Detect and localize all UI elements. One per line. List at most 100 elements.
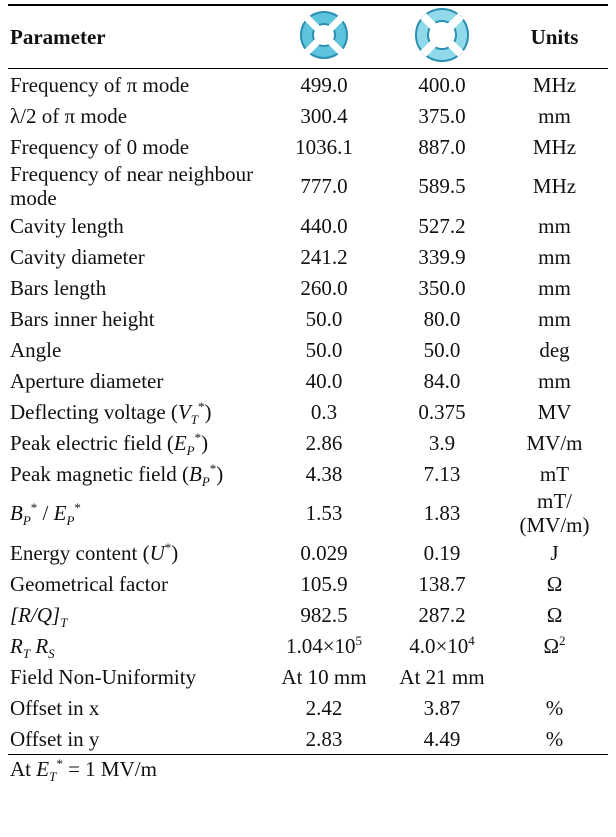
icon-cell <box>265 5 383 69</box>
text-run: ) <box>216 462 223 486</box>
text-run: At 10 mm <box>281 665 366 689</box>
text-run: 1.53 <box>306 501 343 525</box>
table-cell: Ω <box>501 568 608 599</box>
table-cell: 7.13 <box>383 458 501 489</box>
text-run: E <box>54 501 67 525</box>
text-run: 50.0 <box>306 307 343 331</box>
text-run: = 1 MV/m <box>63 757 157 781</box>
table-cell: BP* / EP* <box>8 489 265 537</box>
text-run: 4.0×10 <box>409 634 468 658</box>
table-cell: 50.0 <box>265 303 383 334</box>
table-cell: Deflecting voltage (VT*) <box>8 396 265 427</box>
text-run: 0.375 <box>418 400 465 424</box>
table-cell: λ/2 of π mode <box>8 100 265 131</box>
text-run: E <box>174 431 187 455</box>
text-run: 527.2 <box>418 214 465 238</box>
table-cell: mm <box>501 241 608 272</box>
parameter-table: Parameter Units Frequency of π mode 499.0… <box>8 4 608 755</box>
text-run: P <box>202 474 210 489</box>
text-run: 777.0 <box>300 174 347 198</box>
text-run: Ω <box>547 603 563 627</box>
table-cell: Offset in y <box>8 723 265 755</box>
text-run: 0.19 <box>424 541 461 565</box>
text-run: R <box>35 634 48 658</box>
text-run: B <box>10 501 23 525</box>
table-cell: 0.375 <box>383 396 501 427</box>
text-run: U <box>150 541 165 565</box>
table-cell: 4.38 <box>265 458 383 489</box>
table-cell: Frequency of π mode <box>8 69 265 101</box>
table-cell: MHz <box>501 131 608 162</box>
table-cell: Cavity length <box>8 210 265 241</box>
text-run: Cavity diameter <box>10 245 145 269</box>
table-cell: J <box>501 537 608 568</box>
text-run: P <box>187 443 195 458</box>
text-run: Bars inner height <box>10 307 155 331</box>
cavity-icon <box>299 10 349 60</box>
text-run: 40.0 <box>306 369 343 393</box>
table-row: Angle50.050.0deg <box>8 334 608 365</box>
table-cell: mT <box>501 458 608 489</box>
table-cell: 1.53 <box>265 489 383 537</box>
text-run: 2.42 <box>306 696 343 720</box>
text-run: 982.5 <box>300 603 347 627</box>
text-run: ) <box>201 431 208 455</box>
text-run: 7.13 <box>424 462 461 486</box>
table-row: Energy content (U*)0.029 0.19 J <box>8 537 608 568</box>
table-cell: 887.0 <box>383 131 501 162</box>
header-cell: Units <box>501 5 608 69</box>
table-cell <box>501 661 608 692</box>
text-run: 499.0 <box>300 73 347 97</box>
text-run: Peak electric field ( <box>10 431 174 455</box>
table-row: Peak magnetic field (BP*)4.38 7.13 mT <box>8 458 608 489</box>
text-run: 5 <box>356 633 363 648</box>
text-run: At 21 mm <box>399 665 484 689</box>
table-cell: Peak magnetic field (BP*) <box>8 458 265 489</box>
text-run: 3.9 <box>429 431 455 455</box>
text-run: Frequency of 0 mode <box>10 135 189 159</box>
text-run: 1.83 <box>424 501 461 525</box>
text-run: mm <box>538 307 571 331</box>
table-cell: 339.9 <box>383 241 501 272</box>
table-cell: % <box>501 723 608 755</box>
text-run: Cavity length <box>10 214 124 238</box>
table-cell: 287.2 <box>383 599 501 630</box>
text-run: 138.7 <box>418 572 465 596</box>
table-cell: Peak electric field (EP*) <box>8 427 265 458</box>
table-cell: 105.9 <box>265 568 383 599</box>
text-run: Deflecting voltage ( <box>10 400 178 424</box>
text-run: 260.0 <box>300 276 347 300</box>
table-cell: mm <box>501 365 608 396</box>
table-cell: Offset in x <box>8 692 265 723</box>
table-cell: Ω2 <box>501 630 608 661</box>
text-run: Aperture diameter <box>10 369 163 393</box>
text-run: mm <box>538 104 571 128</box>
table-cell: 527.2 <box>383 210 501 241</box>
header-row: Parameter Units <box>8 5 608 69</box>
text-run: 339.9 <box>418 245 465 269</box>
text-run: T <box>23 646 30 661</box>
table-cell: Aperture diameter <box>8 365 265 396</box>
text-run: 440.0 <box>300 214 347 238</box>
text-run: 80.0 <box>424 307 461 331</box>
table-row: Bars inner height 50.0 80.0 mm <box>8 303 608 334</box>
table-cell: 300.4 <box>265 100 383 131</box>
table-cell: 0.029 <box>265 537 383 568</box>
text-run: Peak magnetic field ( <box>10 462 189 486</box>
text-run: * <box>74 500 81 515</box>
table-cell: Frequency of near neighbour mode <box>8 162 265 210</box>
table-cell: Field Non-Uniformity <box>8 661 265 692</box>
table-cell: % <box>501 692 608 723</box>
table-cell: Energy content (U*) <box>8 537 265 568</box>
text-run: Offset in x <box>10 696 99 720</box>
table-cell: 4.49 <box>383 723 501 755</box>
text-run: V <box>178 400 191 424</box>
table-cell: 0.19 <box>383 537 501 568</box>
table-cell: 3.9 <box>383 427 501 458</box>
text-run: 50.0 <box>424 338 461 362</box>
footnote: At ET* = 1 MV/m <box>10 757 616 782</box>
text-run: / <box>37 501 53 525</box>
